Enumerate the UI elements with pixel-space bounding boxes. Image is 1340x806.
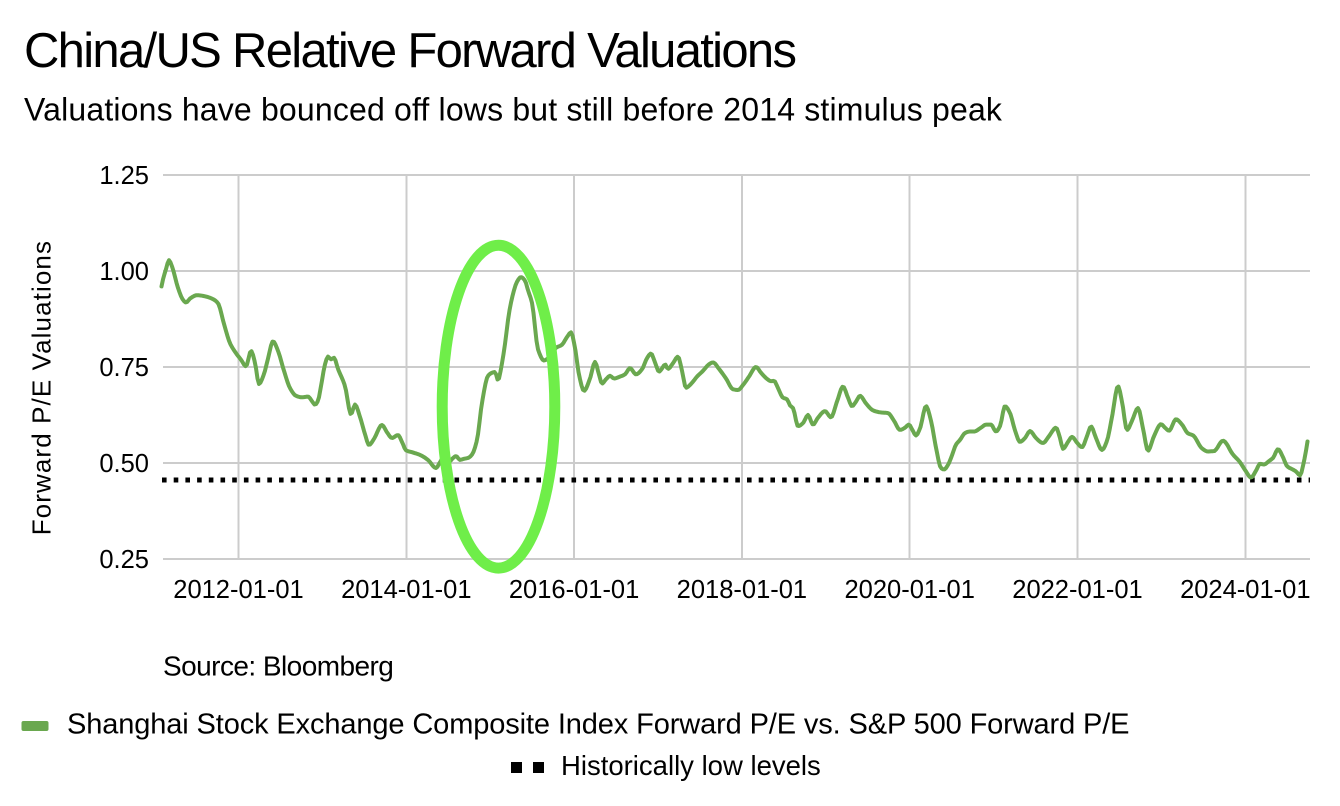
- svg-text:2020-01-01: 2020-01-01: [844, 576, 974, 604]
- svg-text:2022-01-01: 2022-01-01: [1012, 576, 1142, 604]
- svg-text:2012-01-01: 2012-01-01: [173, 576, 303, 604]
- svg-text:Source: Bloomberg: Source: Bloomberg: [163, 651, 393, 682]
- svg-text:2014-01-01: 2014-01-01: [341, 576, 471, 604]
- svg-text:2016-01-01: 2016-01-01: [509, 576, 639, 604]
- svg-text:1.00: 1.00: [99, 258, 149, 286]
- svg-text:2024-01-01: 2024-01-01: [1180, 576, 1310, 604]
- svg-text:Shanghai Stock Exchange Compos: Shanghai Stock Exchange Composite Index …: [67, 709, 1129, 741]
- svg-text:1.25: 1.25: [99, 162, 149, 190]
- svg-text:Historically low levels: Historically low levels: [561, 750, 821, 781]
- svg-text:0.75: 0.75: [99, 354, 149, 382]
- svg-text:2018-01-01: 2018-01-01: [677, 576, 807, 604]
- svg-text:Forward P/E Valuations: Forward P/E Valuations: [27, 240, 57, 535]
- svg-text:0.25: 0.25: [99, 546, 149, 574]
- svg-text:0.50: 0.50: [99, 450, 149, 478]
- svg-text:Valuations have bounced off lo: Valuations have bounced off lows but sti…: [24, 92, 1003, 128]
- svg-text:China/US Relative Forward Valu: China/US Relative Forward Valuations: [24, 24, 795, 78]
